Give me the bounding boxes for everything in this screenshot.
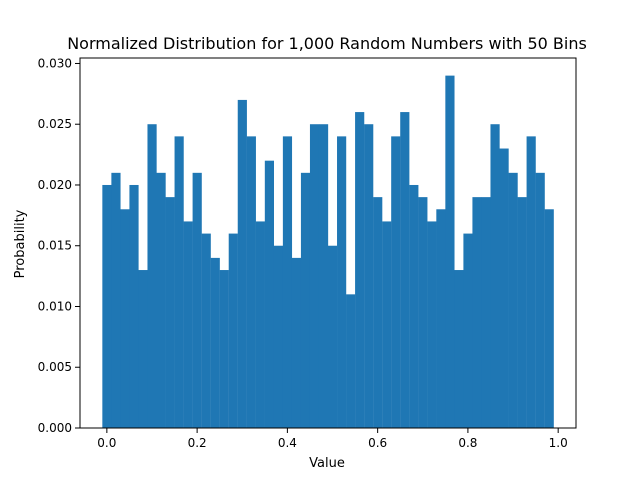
histogram-bar — [346, 294, 356, 428]
histogram-bar — [156, 172, 166, 428]
histogram-bar — [499, 148, 509, 428]
histogram-bar — [463, 233, 473, 428]
histogram-bar — [454, 270, 464, 428]
y-tick-label: 0.025 — [38, 117, 72, 131]
histogram-bar — [264, 160, 274, 428]
histogram-bar — [535, 172, 545, 428]
histogram-bar — [192, 172, 202, 428]
histogram-bar — [436, 209, 446, 428]
histogram-bar — [273, 245, 284, 428]
histogram-bar — [337, 136, 347, 428]
histogram-bar — [219, 270, 229, 428]
histogram-bar — [210, 257, 220, 428]
histogram-bar — [246, 136, 256, 428]
x-tick-label: 0.2 — [188, 436, 207, 450]
y-tick-label: 0.015 — [38, 239, 72, 253]
histogram-bar — [355, 112, 365, 428]
y-axis-label: Probability — [13, 209, 28, 278]
histogram-bar — [120, 209, 130, 428]
x-axis-label: Value — [309, 456, 345, 471]
y-tick-label: 0.005 — [38, 360, 72, 374]
histogram-bar — [490, 124, 500, 428]
histogram-bar — [508, 172, 518, 428]
x-tick-label: 1.0 — [549, 436, 568, 450]
histogram-bar — [102, 184, 112, 428]
histogram-bar — [328, 245, 338, 428]
histogram-bar — [129, 184, 139, 428]
histogram-bar — [373, 197, 383, 428]
histogram-bar — [183, 221, 193, 428]
histogram-bar — [237, 99, 247, 429]
x-tick-label: 0.0 — [97, 436, 116, 450]
ticks-layer: 0.0 0.2 0.4 0.6 0.8 1.0 0.000 0.005 0.010 0.015 0.… — [38, 56, 568, 450]
axes-frame — [79, 57, 577, 429]
histogram-bar — [228, 233, 238, 428]
histogram-bar — [111, 172, 121, 428]
histogram-bar — [291, 257, 302, 428]
histogram-bar — [138, 270, 148, 428]
x-tick-label: 0.6 — [368, 436, 387, 450]
histogram-bar — [382, 221, 392, 428]
y-tick-label: 0.020 — [38, 178, 72, 192]
histogram-bar — [255, 221, 265, 428]
histogram-bar — [544, 209, 554, 428]
axes-layer — [79, 57, 577, 429]
histogram-bar — [427, 221, 437, 428]
histogram-bar — [165, 197, 175, 428]
histogram-bar — [300, 172, 311, 428]
histogram-bar — [481, 197, 491, 428]
bars-layer — [102, 75, 554, 429]
histogram-bar — [364, 124, 374, 428]
y-tick-label: 0.000 — [38, 421, 72, 435]
y-tick-label: 0.030 — [38, 56, 72, 70]
y-tick-label: 0.010 — [38, 299, 72, 313]
histogram-bar — [282, 136, 293, 428]
histogram-bar — [391, 136, 401, 428]
histogram-bar — [309, 124, 320, 428]
x-tick-label: 0.4 — [278, 436, 297, 450]
histogram-bar — [418, 197, 428, 428]
histogram-bar — [201, 233, 211, 428]
histogram-bar — [409, 184, 419, 428]
histogram-bar — [318, 124, 329, 428]
histogram-bar — [517, 197, 527, 428]
histogram-bar — [526, 136, 536, 428]
histogram-bar — [472, 197, 482, 428]
chart-title: Normalized Distribution for 1,000 Random… — [67, 34, 587, 53]
histogram-bar — [445, 75, 455, 429]
histogram-bar — [174, 136, 184, 428]
x-tick-label: 0.8 — [458, 436, 477, 450]
histogram-bar — [147, 124, 157, 428]
histogram-bar — [400, 112, 410, 428]
